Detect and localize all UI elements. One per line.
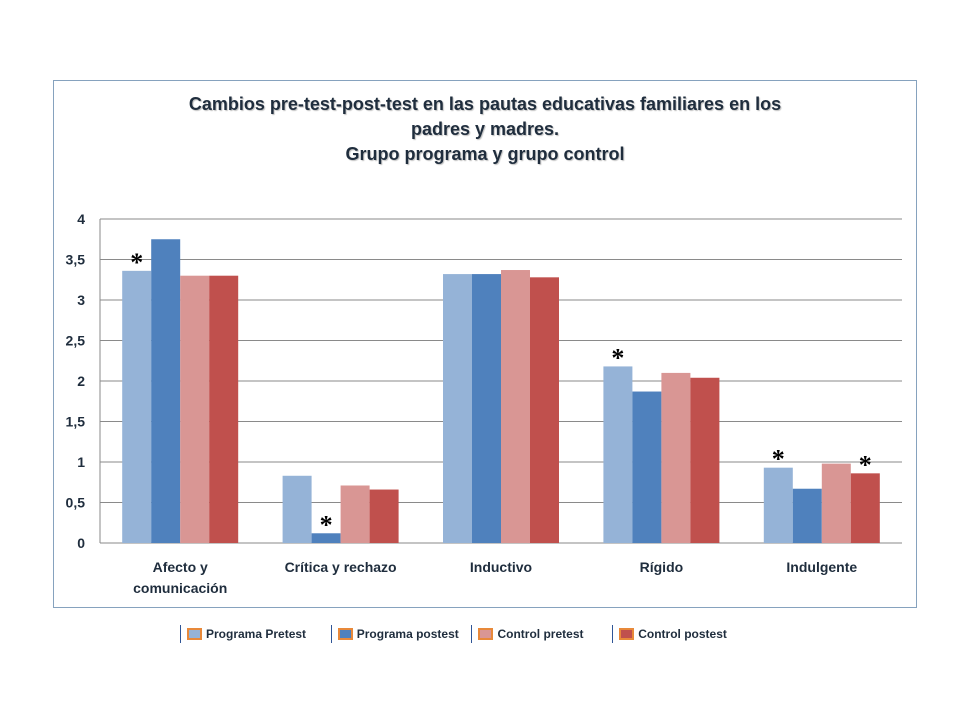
bar	[209, 275, 239, 543]
x-tick-label: Inductivo	[470, 559, 532, 575]
legend-swatch	[619, 628, 635, 640]
y-tick-label: 0,5	[66, 495, 86, 511]
bar	[603, 366, 633, 543]
y-tick-labels: 0 0,5 1 1,5 2 2,5 3 3,5 4	[66, 211, 86, 551]
legend-swatch	[337, 628, 353, 640]
chart-title-line-2: padres y madres.	[410, 119, 560, 139]
bar	[530, 277, 559, 543]
significance-asterisk: *	[772, 445, 785, 474]
x-tick-label: comunicación	[133, 580, 227, 596]
bar	[763, 467, 793, 543]
legend-label: Programa postest	[356, 627, 459, 641]
bar	[151, 239, 181, 543]
bar	[122, 270, 152, 543]
bar	[180, 275, 210, 543]
chart-title-line-3: Grupo programa y grupo control	[345, 144, 625, 164]
bar	[369, 489, 399, 543]
bar	[821, 463, 851, 543]
x-tick-labels: Afecto y comunicación Crítica y rechazo Ind…	[133, 559, 857, 596]
bars	[122, 239, 880, 543]
legend-item-control-pretest: Control pretest	[471, 625, 613, 643]
bar	[472, 274, 501, 543]
legend: Programa Pretest Programa postest Contro…	[180, 625, 756, 643]
legend-swatch	[187, 628, 202, 640]
significance-asterisk: *	[320, 510, 333, 539]
legend-swatch	[478, 628, 494, 640]
bar	[792, 488, 822, 543]
y-tick-label: 3	[77, 292, 85, 308]
bar	[340, 485, 370, 543]
chart-title-line-1: Cambios pre-test-post-test en las pautas…	[188, 94, 782, 114]
legend-label: Control postest	[638, 627, 727, 641]
bar	[850, 473, 880, 543]
bar	[282, 475, 312, 543]
legend-item-programa-postest: Programa postest	[330, 625, 472, 643]
legend-label: Control pretest	[497, 627, 584, 641]
y-tick-label: 1	[77, 454, 85, 470]
bar	[632, 391, 662, 543]
legend-label: Programa Pretest	[206, 627, 307, 641]
y-tick-label: 2	[77, 373, 85, 389]
significance-asterisk: *	[859, 450, 872, 479]
significance-asterisk: *	[611, 343, 624, 372]
chart-title: Cambios pre-test-post-test en las pautas…	[53, 92, 917, 167]
y-tick-label: 2,5	[66, 333, 86, 349]
x-tick-label: Crítica y rechazo	[285, 559, 397, 575]
y-tick-label: 4	[77, 211, 85, 227]
significance-markers: * * * * *	[130, 248, 872, 539]
bar	[661, 372, 691, 543]
bar	[690, 377, 720, 543]
legend-item-programa-pretest: Programa Pretest	[180, 625, 331, 643]
y-tick-label: 3,5	[66, 252, 86, 268]
x-tick-label: Indulgente	[786, 559, 857, 575]
x-tick-label: Rígido	[640, 559, 684, 575]
x-tick-label: Afecto y	[153, 559, 208, 575]
legend-item-control-postest: Control postest	[612, 625, 756, 643]
significance-asterisk: *	[130, 248, 143, 277]
y-tick-label: 1,5	[66, 414, 86, 430]
y-tick-label: 0	[77, 535, 85, 551]
bar	[443, 274, 472, 543]
bar	[501, 270, 530, 543]
bar	[311, 533, 341, 543]
